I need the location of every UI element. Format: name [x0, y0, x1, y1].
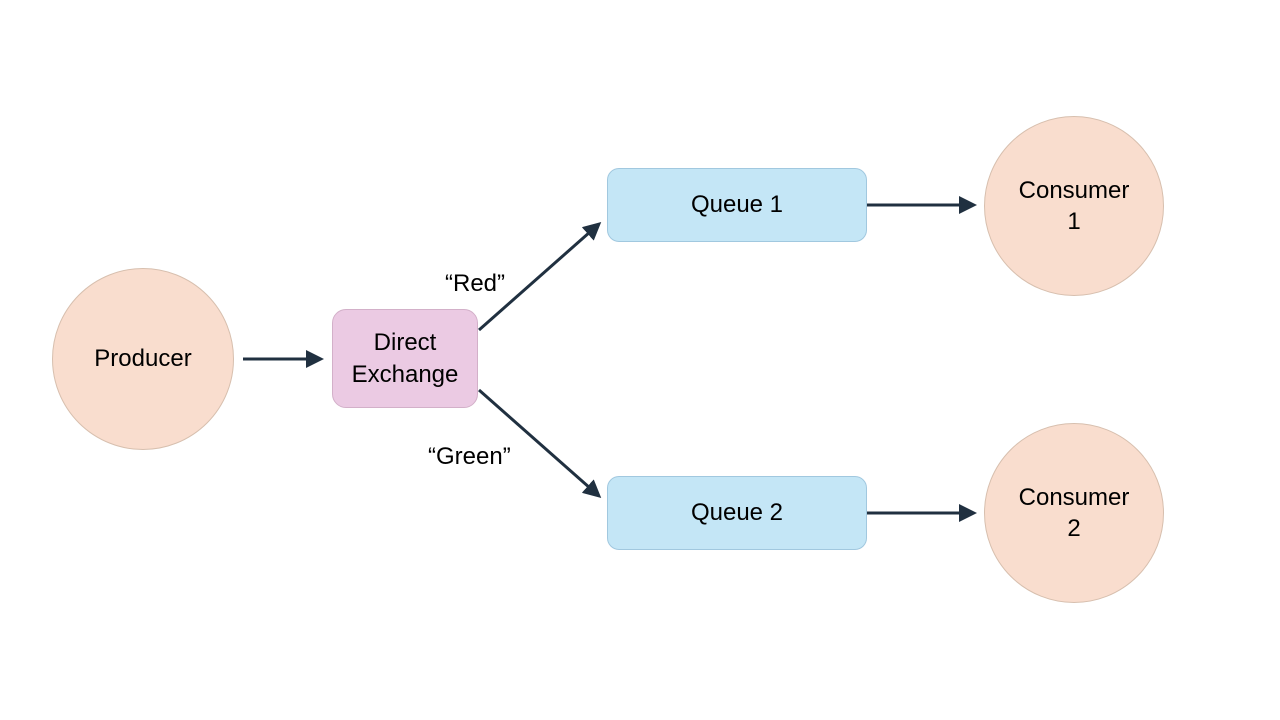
node-exchange: Direct Exchange	[332, 309, 478, 408]
edge-e3-label: “Green”	[428, 443, 511, 471]
node-consumer1-label: Consumer 1	[1019, 175, 1130, 237]
node-consumer2: Consumer 2	[984, 423, 1164, 603]
edge-e2-label: “Red”	[445, 270, 505, 298]
node-producer: Producer	[52, 268, 234, 450]
node-producer-label: Producer	[94, 343, 191, 374]
node-queue2: Queue 2	[607, 476, 867, 550]
node-queue2-label: Queue 2	[691, 497, 783, 528]
node-exchange-label: Direct Exchange	[352, 327, 459, 389]
node-queue1: Queue 1	[607, 168, 867, 242]
node-consumer1: Consumer 1	[984, 116, 1164, 296]
node-queue1-label: Queue 1	[691, 189, 783, 220]
node-consumer2-label: Consumer 2	[1019, 482, 1130, 544]
